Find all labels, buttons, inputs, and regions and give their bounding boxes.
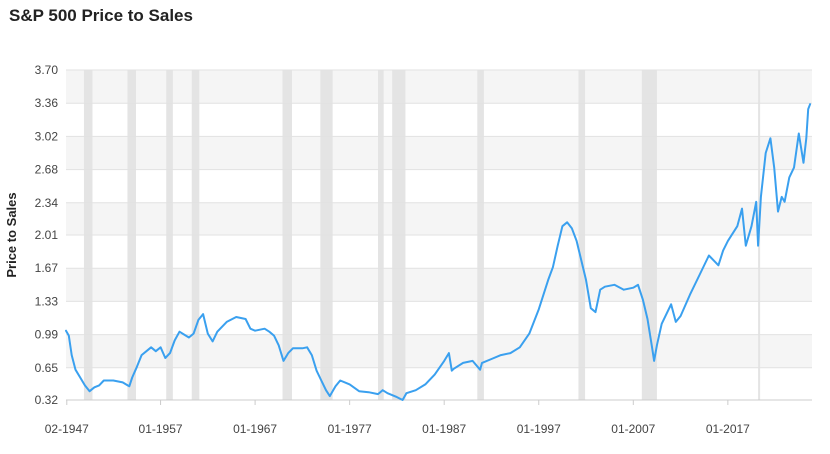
- y-tick-label: 3.70: [35, 63, 59, 77]
- plot-band: [66, 268, 812, 302]
- x-tick-label: 01-1967: [233, 422, 277, 436]
- x-axis-ticks: 02-1947 01-1957 01-1967 01-1977 01-1987 01-19…: [45, 400, 750, 436]
- x-tick-label: 01-1997: [517, 422, 561, 436]
- x-tick-label: 01-2017: [706, 422, 750, 436]
- y-tick-label: 0.65: [35, 361, 59, 375]
- x-tick-label: 01-2007: [611, 422, 655, 436]
- plot-band: [66, 334, 812, 368]
- plot-band: [66, 202, 812, 235]
- y-tick-label: 0.99: [35, 328, 59, 342]
- plot-band: [66, 70, 812, 104]
- y-tick-label: 3.36: [35, 96, 59, 110]
- x-tick-label: 01-1977: [328, 422, 372, 436]
- y-tick-label: 3.02: [35, 129, 59, 143]
- x-tick-label: 01-1957: [139, 422, 183, 436]
- x-tick-label: 01-1987: [422, 422, 466, 436]
- y-axis-ticks: 0.32 0.65 0.99 1.33 1.67 2.01 2.34 2.68 3.02 3.36…: [35, 63, 59, 407]
- y-tick-label: 2.34: [35, 196, 59, 210]
- y-tick-label: 1.67: [35, 261, 59, 275]
- plot-band: [66, 136, 812, 170]
- y-tick-label: 2.68: [35, 163, 59, 177]
- y-tick-label: 1.33: [35, 294, 59, 308]
- y-tick-label: 0.32: [35, 393, 59, 407]
- series-line: [65, 103, 812, 401]
- series-layer: [65, 103, 812, 401]
- y-tick-label: 2.01: [35, 228, 59, 242]
- plot-background: [66, 70, 812, 368]
- chart-title: S&P 500 Price to Sales: [9, 6, 193, 25]
- y-axis-label: Price to Sales: [4, 192, 19, 277]
- x-tick-label: 02-1947: [45, 422, 89, 436]
